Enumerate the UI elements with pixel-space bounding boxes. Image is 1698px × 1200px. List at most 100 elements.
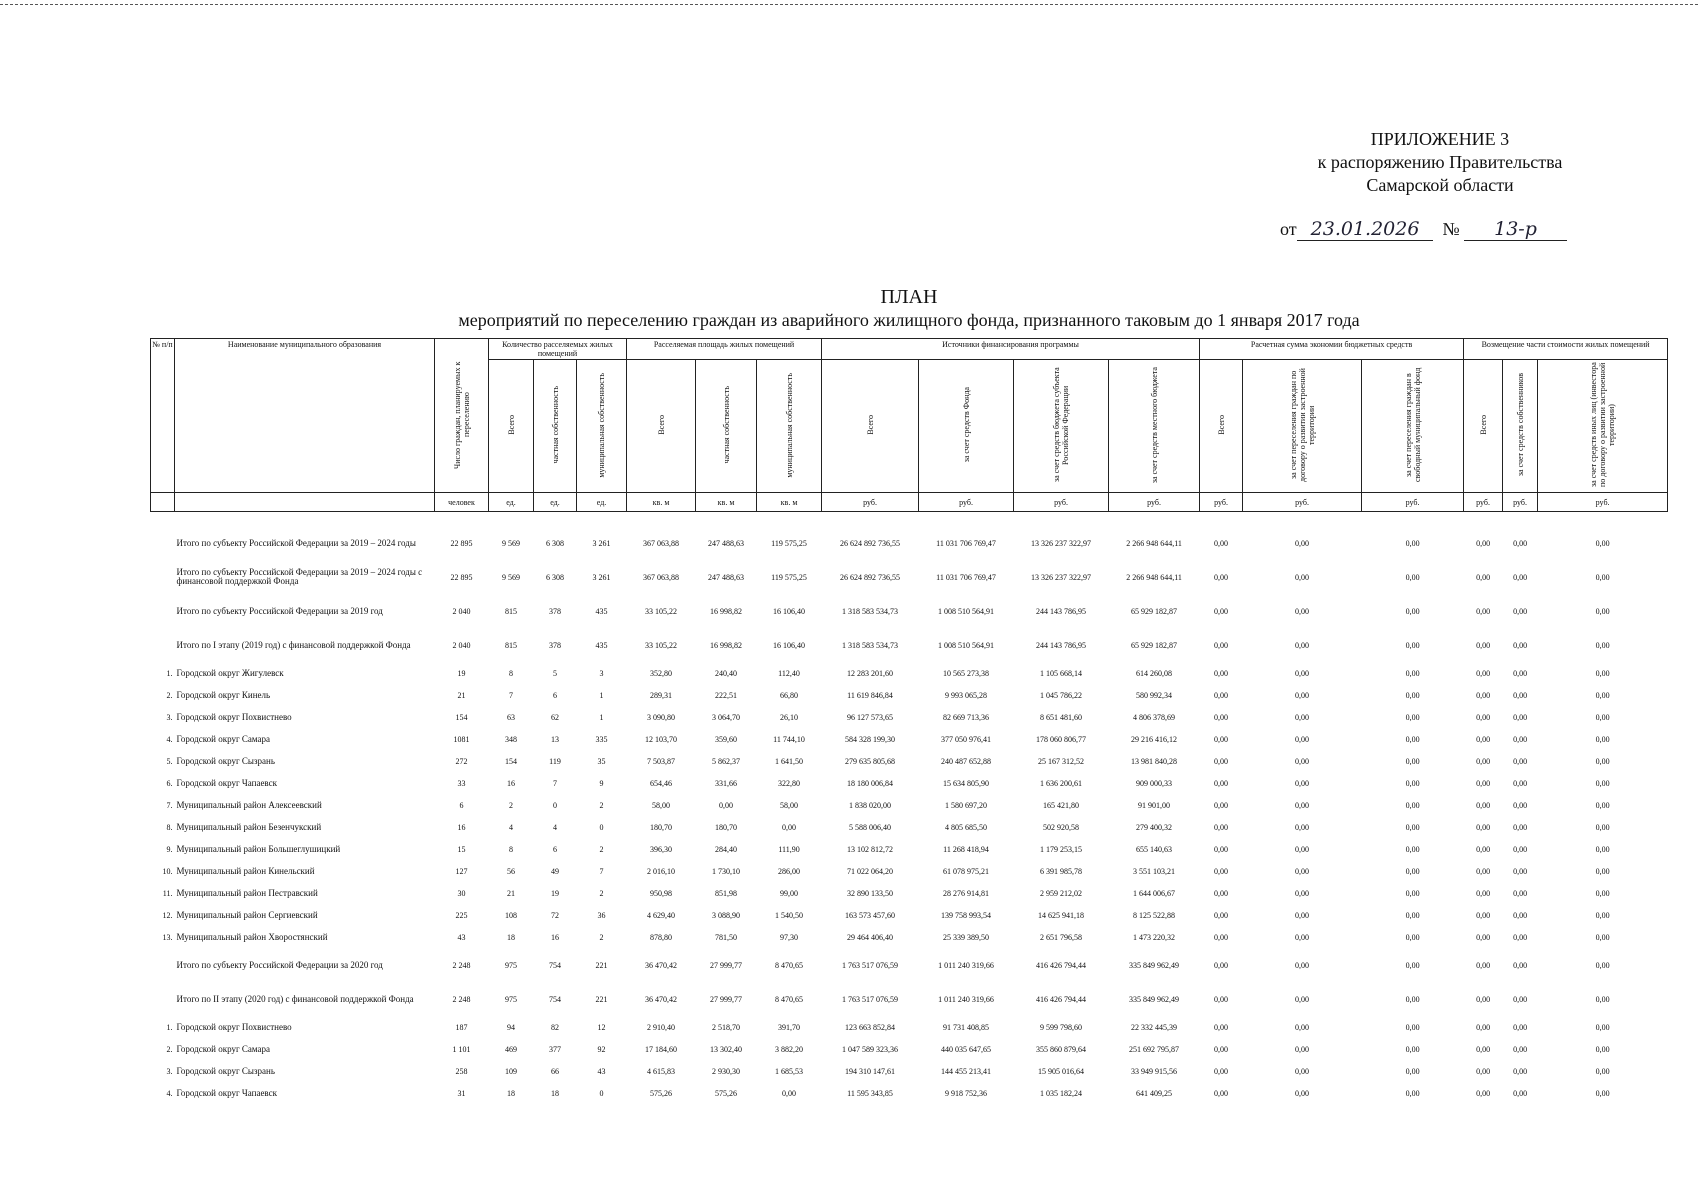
cell-value: 6 391 985,78	[1040, 866, 1083, 876]
header-row: Всего частная собственность муниципальная …	[151, 359, 1669, 493]
cell-value: 139 758 993,54	[941, 910, 992, 920]
table-row: 8. Муниципальный район Безенчукский 16 4 4 0 1…	[151, 816, 1668, 838]
table-row: 4. Городской округ Самара 1081 348 13 335 12 1…	[151, 728, 1668, 750]
cell-value: 878,80	[650, 932, 673, 942]
order-line: от 23.01.2026 № 13-р	[1280, 218, 1567, 241]
cell-value: 279 635 805,68	[845, 756, 896, 766]
cell-value: 119 575,25	[771, 538, 807, 548]
row-number: 9.	[166, 844, 173, 854]
cell-value: 13	[551, 734, 559, 744]
cell-value: 99,00	[780, 888, 799, 898]
row-number: 2.	[166, 690, 173, 700]
cell-value: 1 641,50	[775, 756, 804, 766]
cell-value: 815	[505, 606, 517, 616]
cell-value: 43	[597, 1066, 606, 1076]
cell-value: 0,00	[1595, 690, 1610, 700]
cell-value: 4 806 378,69	[1133, 712, 1176, 722]
cell-value: 950,98	[650, 888, 673, 898]
cell-value: 21	[507, 888, 515, 898]
column-label: Всего	[1216, 415, 1226, 435]
cell-value: 13 326 237 322,97	[1031, 538, 1092, 548]
cell-value: 0,00	[1405, 690, 1420, 700]
table-row: Итого по I этапу (2019 год) с финансовой…	[151, 628, 1668, 662]
row-number-empty	[151, 628, 175, 662]
column-header: Всего	[626, 359, 697, 493]
cell-value: 35	[597, 756, 606, 766]
cell-value: 18 180 006,84	[847, 778, 894, 788]
cell-value: 0,00	[1295, 756, 1310, 766]
row-number-empty	[151, 594, 175, 628]
cell-value: 0,00	[1295, 1044, 1310, 1054]
cell-value: 815	[505, 640, 517, 650]
cell-value: 10 565 273,38	[943, 668, 990, 678]
cell-value: 0,00	[1595, 1022, 1610, 1032]
table-row: 7. Муниципальный район Алексеевский 6 2 0 2 58…	[151, 794, 1668, 816]
cell-value: 108	[505, 910, 517, 920]
cell-value: 0,00	[1595, 910, 1610, 920]
cell-value: 279 400,32	[1136, 822, 1173, 832]
cell-value: 221	[595, 960, 608, 970]
appendix-title: ПРИЛОЖЕНИЕ 3	[1370, 129, 1510, 149]
cell-value: 11 268 418,94	[943, 844, 989, 854]
cell-value: 0,00	[1476, 888, 1491, 898]
cell-value: 91 901,00	[1138, 800, 1171, 810]
cell-value: 2 930,30	[712, 1066, 741, 1076]
cell-value: 94	[507, 1022, 515, 1032]
cell-value: 0,00	[1476, 822, 1491, 832]
cell-value: 575,26	[715, 1088, 738, 1098]
cell-value: 11 031 706 769,47	[936, 538, 996, 548]
row-number: 8.	[166, 822, 173, 832]
cell-value: 0,00	[1405, 960, 1420, 970]
cell-value: 258	[455, 1066, 468, 1076]
cell-value: 5	[553, 668, 557, 678]
cell-value: 0,00	[1214, 538, 1229, 548]
cell-value: 440 035 647,65	[941, 1044, 992, 1054]
cell-value: 7 503,87	[647, 756, 676, 766]
appendix-line: к распоряжению Правительства	[1317, 152, 1563, 172]
cell-value: 0,00	[1513, 1066, 1528, 1076]
spacer	[151, 512, 1668, 527]
cell-value: 0,00	[1476, 800, 1491, 810]
cell-value: 575,26	[650, 1088, 673, 1098]
cell-value: 2	[599, 844, 604, 854]
cell-value: 0,00	[1214, 1088, 1229, 1098]
cell-value: 0,00	[1295, 994, 1310, 1004]
table-row: 2. Городской округ Кинель 21 7 6 1 289,31 222,5…	[151, 684, 1668, 706]
cell-value: 0,00	[1476, 1066, 1491, 1076]
column-label: за счет средств собственников	[1515, 373, 1525, 477]
number-prefix: №	[1442, 219, 1460, 239]
cell-value: 33	[457, 778, 466, 788]
cell-value: 19	[551, 888, 559, 898]
cell-value: 0	[599, 1088, 604, 1098]
cell-value: 18	[551, 1088, 559, 1098]
cell-value: 322,80	[778, 778, 801, 788]
cell-value: 335 849 962,49	[1129, 960, 1180, 970]
table-row: 3. Городской округ Похвистнево 154 63 62 1 3 0…	[151, 706, 1668, 728]
cell-value: 22 895	[450, 538, 473, 548]
table-row: Итого по субъекту Российской Федерации з…	[151, 526, 1668, 560]
cell-value: 163 573 457,60	[845, 910, 896, 920]
cell-value: 0,00	[1595, 844, 1610, 854]
cell-value: 0,00	[1214, 800, 1229, 810]
cell-value: 194 310 147,61	[845, 1066, 896, 1076]
cell-value: 1 318 583 534,73	[842, 640, 899, 650]
cell-value: 0,00	[1513, 866, 1528, 876]
cell-value: 1	[599, 690, 604, 700]
cell-value: 0,00	[1405, 538, 1420, 548]
cell-value: 154	[505, 756, 517, 766]
column-label: за счет средств местного бюджета	[1149, 366, 1159, 484]
cell-value: 0,00	[1513, 712, 1528, 722]
cell-value: 15	[457, 844, 466, 854]
unit-empty	[150, 492, 175, 512]
cell-value: 13 302,40	[710, 1044, 743, 1054]
cell-value: 0,00	[1405, 712, 1420, 722]
cell-value: 3 261	[592, 572, 611, 582]
cell-value: 655 140,63	[1136, 844, 1173, 854]
column-label: за счет средств иных лиц (инвестора по д…	[1589, 362, 1617, 488]
cell-value: 378	[549, 640, 561, 650]
row-name: Муниципальный район Хворостянский	[176, 931, 328, 942]
row-name: Городской округ Похвистнево	[176, 711, 292, 722]
cell-value: 0,00	[1405, 1044, 1420, 1054]
cell-value: 1081	[453, 734, 470, 744]
cell-value: 16 106,40	[773, 640, 806, 650]
